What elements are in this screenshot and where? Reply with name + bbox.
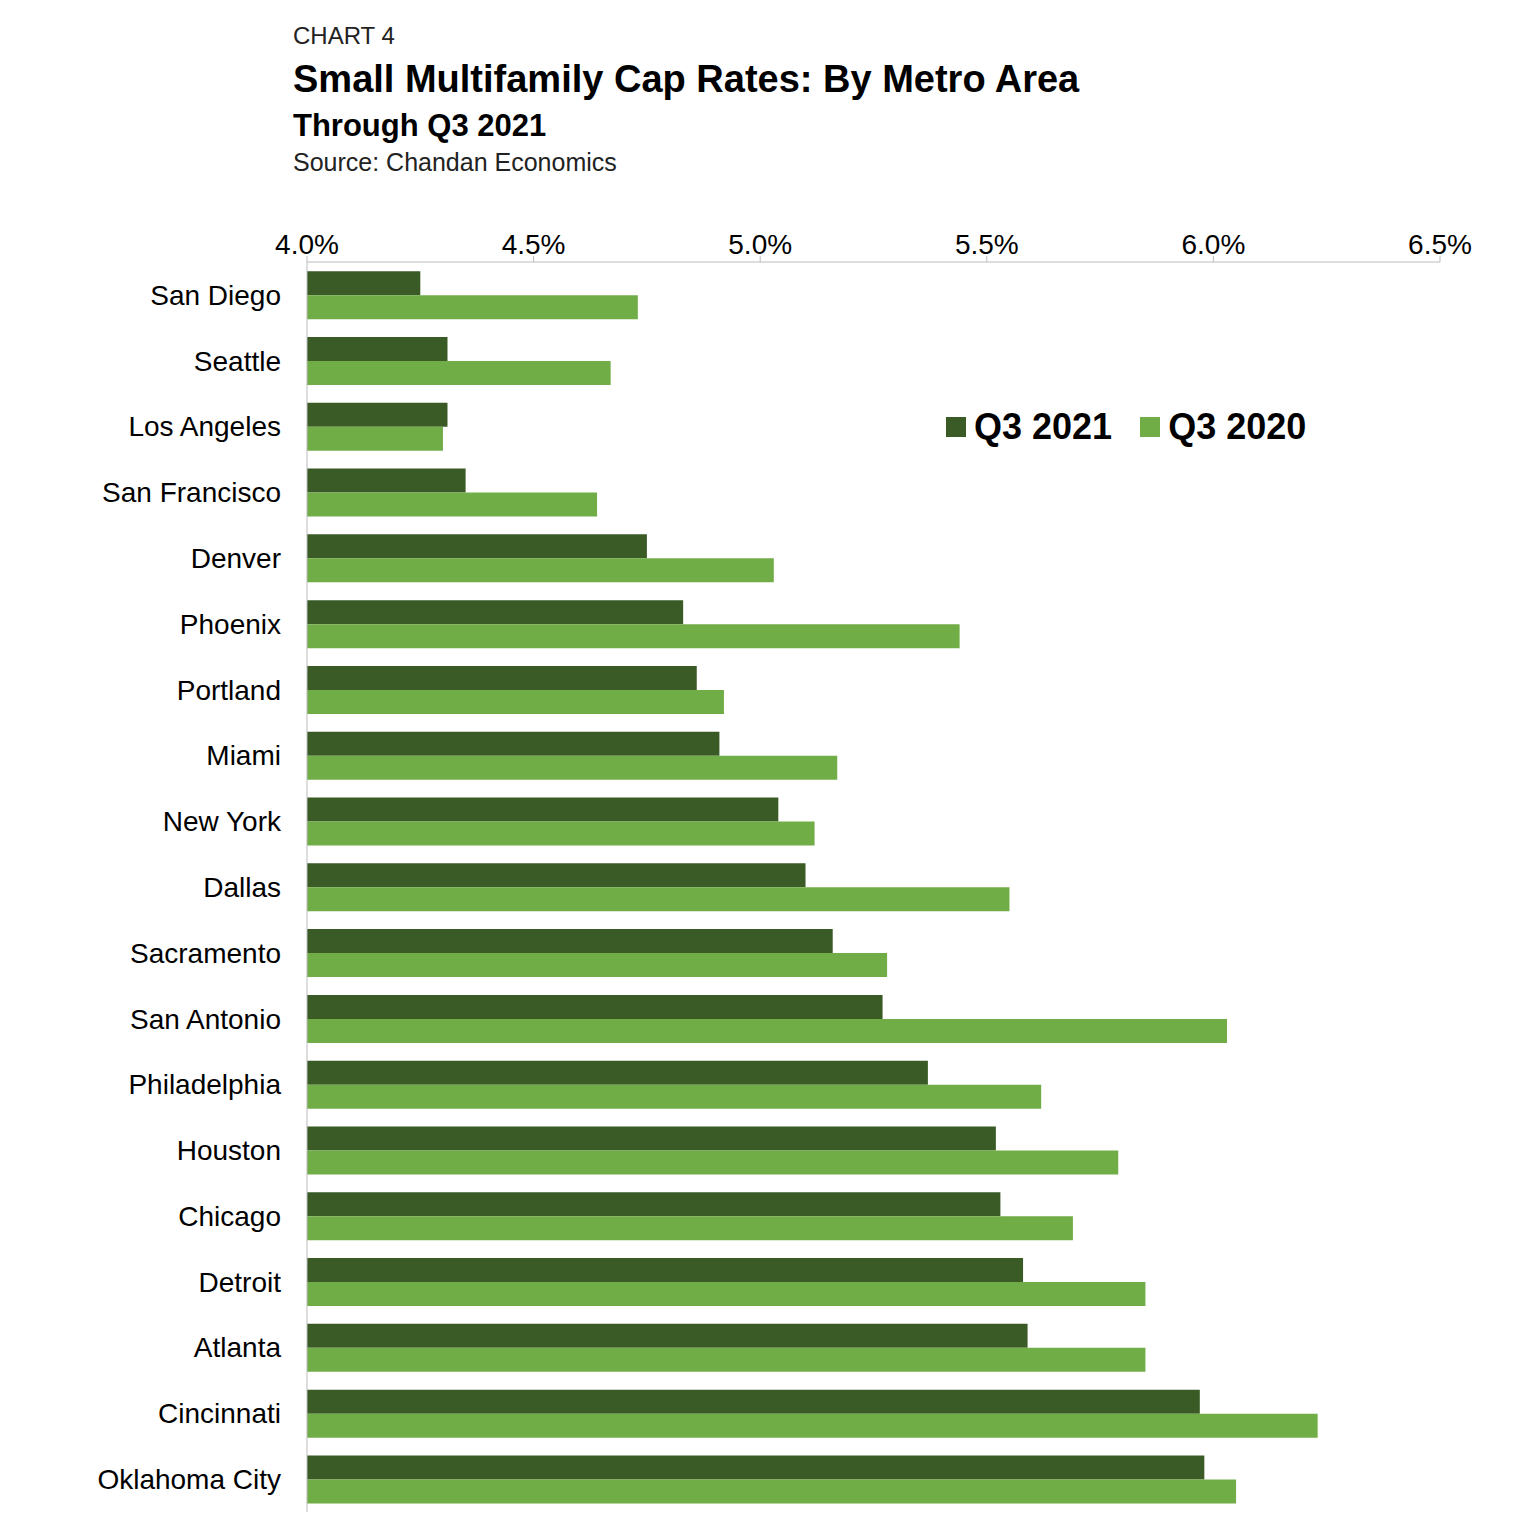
svg-text:5.5%: 5.5%: [955, 229, 1019, 260]
svg-text:San Francisco: San Francisco: [102, 477, 281, 508]
svg-text:Cincinnati: Cincinnati: [158, 1398, 281, 1429]
html-text:Through Q3 2021: Through Q3 2021: [293, 108, 547, 143]
svg-text:Seattle: Seattle: [194, 346, 281, 377]
svg-text:Miami: Miami: [206, 740, 281, 771]
svg-text:New York: New York: [163, 806, 282, 837]
svg-text:6.0%: 6.0%: [1181, 229, 1245, 260]
svg-text:Houston: Houston: [177, 1135, 281, 1166]
html-text:Small Multifamily Cap Rates: B: Small Multifamily Cap Rates: By Metro Ar…: [293, 58, 1080, 100]
svg-text:4.0%: 4.0%: [275, 229, 339, 260]
svg-text:Oklahoma City: Oklahoma City: [97, 1464, 281, 1495]
svg-text:Dallas: Dallas: [203, 872, 281, 903]
html-text:Q3 2020: Q3 2020: [1168, 406, 1307, 447]
svg-text:Philadelphia: Philadelphia: [128, 1069, 281, 1100]
html-text:CHART 4: CHART 4: [293, 22, 395, 49]
svg-text:Chicago: Chicago: [178, 1201, 281, 1232]
svg-text:Atlanta: Atlanta: [194, 1332, 282, 1363]
svg-text:Phoenix: Phoenix: [180, 609, 281, 640]
svg-text:Detroit: Detroit: [199, 1267, 282, 1298]
svg-text:Los Angeles: Los Angeles: [128, 411, 281, 442]
html-text:Source: Chandan Economics: Source: Chandan Economics: [293, 148, 617, 176]
html-text:Q3 2021: Q3 2021: [974, 406, 1113, 447]
svg-text:Sacramento: Sacramento: [130, 938, 281, 969]
svg-text:San Diego: San Diego: [150, 280, 281, 311]
svg-text:Denver: Denver: [191, 543, 281, 574]
svg-text:5.0%: 5.0%: [728, 229, 792, 260]
svg-text:4.5%: 4.5%: [502, 229, 566, 260]
svg-text:San Antonio: San Antonio: [130, 1004, 281, 1035]
svg-text:Portland: Portland: [177, 675, 281, 706]
svg-text:6.5%: 6.5%: [1408, 229, 1472, 260]
